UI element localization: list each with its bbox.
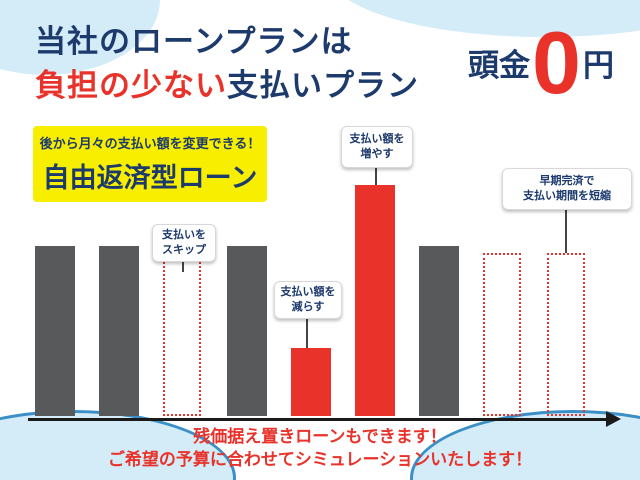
payment-bar-1-solid-gray	[35, 246, 75, 416]
callout-reduce-line2: 減らす	[291, 301, 325, 313]
payment-bar-7-solid-gray	[419, 246, 459, 416]
downpayment-unit: 円	[583, 48, 614, 84]
timeline-axis	[28, 418, 608, 421]
downpayment-label: 頭金	[468, 48, 531, 84]
callout-reduce-payment: 支払い額を 減らす	[274, 281, 342, 319]
callout-increase-line2: 増やす	[360, 148, 394, 160]
payment-bar-6-solid-red	[355, 185, 395, 416]
payment-bar-4-solid-gray	[227, 246, 267, 416]
downpayment-badge: 頭金 0 円	[468, 13, 614, 112]
timeline-arrowhead-icon	[606, 411, 621, 427]
early-pointer-line	[565, 208, 567, 253]
callout-increase-line1: 支払い額を	[349, 133, 405, 146]
reduce-pointer-line	[306, 317, 308, 348]
payment-bar-2-solid-gray	[99, 246, 139, 416]
skip-pointer-line	[182, 258, 184, 272]
callout-skip-line1: 支払いを	[162, 229, 206, 242]
footer-line1: 残価据え置きローンもできます！	[193, 427, 447, 446]
callout-skip-line2: スキップ	[162, 244, 206, 256]
payment-bar-3-dotted-outline-red	[163, 253, 201, 416]
promo-title: 自由返済型ローン	[42, 163, 258, 193]
promo-subtitle: 後から月々の支払い額を変更できる！	[39, 136, 261, 151]
payment-bar-5-solid-red	[291, 348, 331, 416]
headline-line2-emphasis: 負担の少ない	[35, 68, 227, 103]
payment-bar-9-dotted-outline-red	[547, 253, 585, 416]
headline-line1: 当社のローンプランは	[35, 24, 353, 59]
callout-reduce-line1: 支払い額を	[280, 286, 336, 299]
headline-line2: 負担の少ない支払いプラン	[35, 60, 419, 105]
footer-message: 残価据え置きローンもできます！ ご希望の予算に合わせてシミュレーションいたします…	[0, 426, 640, 472]
promo-box: 後から月々の支払い額を変更できる！ 自由返済型ローン	[33, 126, 267, 202]
footer-line2: ご希望の予算に合わせてシミュレーションいたします！	[107, 449, 533, 469]
callout-increase-payment: 支払い額を 増やす	[341, 126, 413, 168]
callout-skip-payment: 支払いを スキップ	[152, 224, 216, 262]
callout-early-payoff: 早期完済で 支払い期間を短縮	[502, 168, 632, 210]
payment-bar-8-dotted-outline-red	[483, 253, 521, 416]
increase-pointer-line	[375, 166, 377, 185]
callout-early-line1: 早期完済で	[539, 175, 595, 188]
downpayment-amount: 0	[532, 13, 581, 112]
callout-early-line2: 支払い期間を短縮	[523, 190, 611, 202]
headline-line2-rest: 支払いプラン	[227, 68, 419, 103]
